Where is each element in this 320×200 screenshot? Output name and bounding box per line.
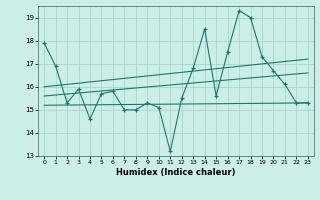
X-axis label: Humidex (Indice chaleur): Humidex (Indice chaleur) [116, 168, 236, 177]
